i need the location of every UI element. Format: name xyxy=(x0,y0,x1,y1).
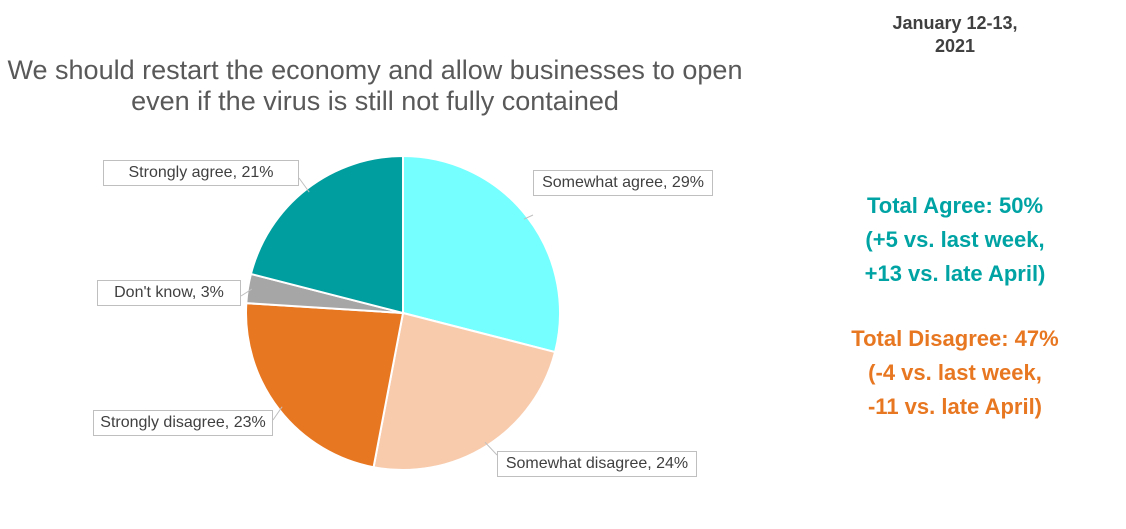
annotation-line: -11 vs. late April) xyxy=(867,394,1043,419)
data-label: Strongly disagree, 23% xyxy=(93,410,273,436)
annotation-line: +13 vs. late April) xyxy=(864,261,1046,286)
annotation-line: Total Disagree: 47% xyxy=(851,326,1059,351)
data-label: Strongly agree, 21% xyxy=(103,160,299,186)
leader-line xyxy=(484,441,498,456)
data-label: Don't know, 3% xyxy=(97,280,241,306)
pie-slice xyxy=(245,302,405,469)
leader-line xyxy=(298,177,310,193)
annotation-line: (+5 vs. last week, xyxy=(865,227,1045,252)
annotation-line: (-4 vs. last week, xyxy=(868,360,1042,385)
leader-line xyxy=(272,406,283,421)
pie-slice xyxy=(372,311,557,471)
data-label: Somewhat agree, 29% xyxy=(533,170,713,196)
leader-line xyxy=(523,214,534,220)
pie-slice xyxy=(402,154,561,354)
chart-title: We should restart the economy and allow … xyxy=(7,55,743,116)
leader-line xyxy=(240,288,253,297)
annotation-line: Total Agree: 50% xyxy=(866,193,1044,218)
date: January 12-13, 2021 xyxy=(892,13,1018,56)
data-label: Somewhat disagree, 24% xyxy=(497,451,697,477)
